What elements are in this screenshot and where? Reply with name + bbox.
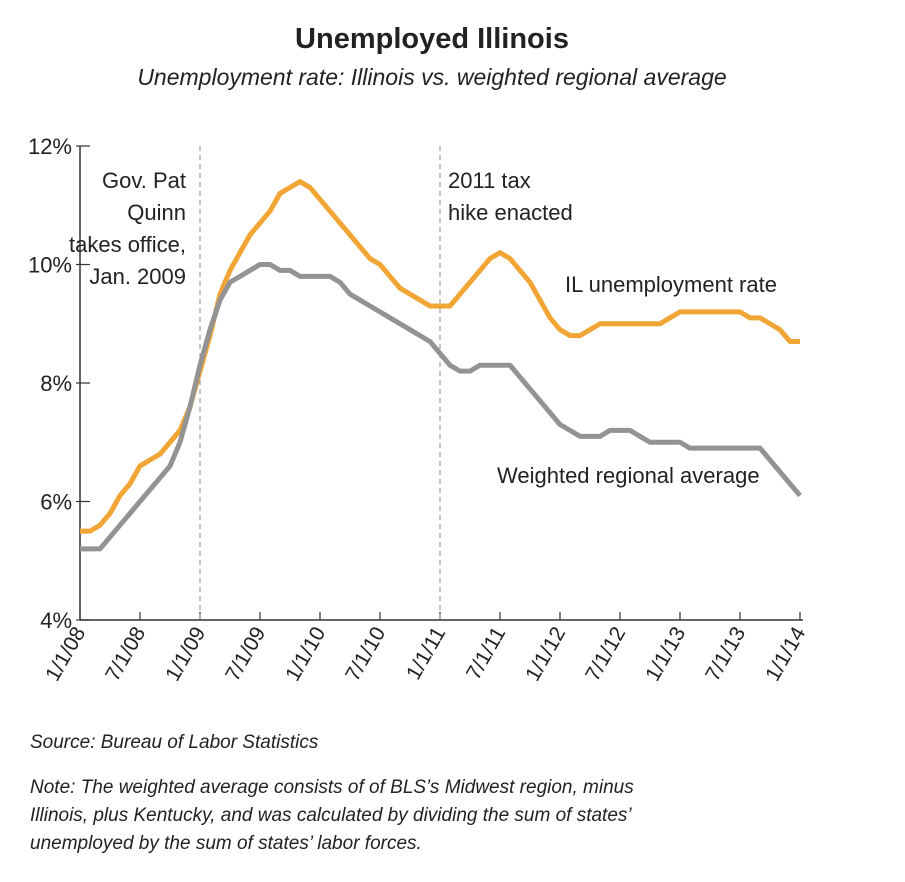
chart-subtitle: Unemployment rate: Illinois vs. weighted… xyxy=(137,64,726,90)
chart-title: Unemployed Illinois xyxy=(295,23,569,55)
note: Illinois, plus Kentucky, and was calcula… xyxy=(30,805,632,826)
x-tick-label: 1/1/11 xyxy=(402,623,450,684)
note: Note: The weighted average consists of o… xyxy=(30,777,634,798)
note: unemployed by the sum of states’ labor f… xyxy=(30,833,422,854)
series-label: IL unemployment rate xyxy=(565,272,777,297)
annotation-text: Jan. 2009 xyxy=(89,264,186,289)
series-label: Weighted regional average xyxy=(497,463,760,488)
annotation-text: Gov. Pat xyxy=(102,168,186,193)
x-tick-label: 7/1/09 xyxy=(221,623,270,685)
x-tick-label: 7/1/11 xyxy=(462,623,510,684)
x-tick-label: 7/1/10 xyxy=(341,623,390,685)
annotation-text: Quinn xyxy=(127,200,186,225)
y-tick-label: 10% xyxy=(28,253,72,278)
y-tick-label: 8% xyxy=(40,371,72,396)
y-tick-label: 6% xyxy=(40,490,72,515)
x-tick-label: 1/1/10 xyxy=(281,623,330,685)
x-tick-label: 1/1/14 xyxy=(761,623,810,685)
x-tick-label: 7/1/08 xyxy=(101,623,150,685)
source: Source: Bureau of Labor Statistics xyxy=(30,732,319,753)
y-tick-label: 12% xyxy=(28,134,72,159)
annotation-text: 2011 tax xyxy=(448,168,531,193)
x-tick-label: 7/1/12 xyxy=(581,623,630,685)
annotation-text: takes office, xyxy=(69,232,186,257)
series-line xyxy=(80,262,802,552)
y-tick-label: 4% xyxy=(40,608,72,633)
x-tick-label: 1/1/12 xyxy=(521,623,570,685)
x-tick-label: 1/1/13 xyxy=(641,623,690,685)
x-tick-label: 1/1/09 xyxy=(161,623,210,685)
x-tick-label: 7/1/13 xyxy=(701,623,750,685)
annotation-text: hike enacted xyxy=(448,200,573,225)
